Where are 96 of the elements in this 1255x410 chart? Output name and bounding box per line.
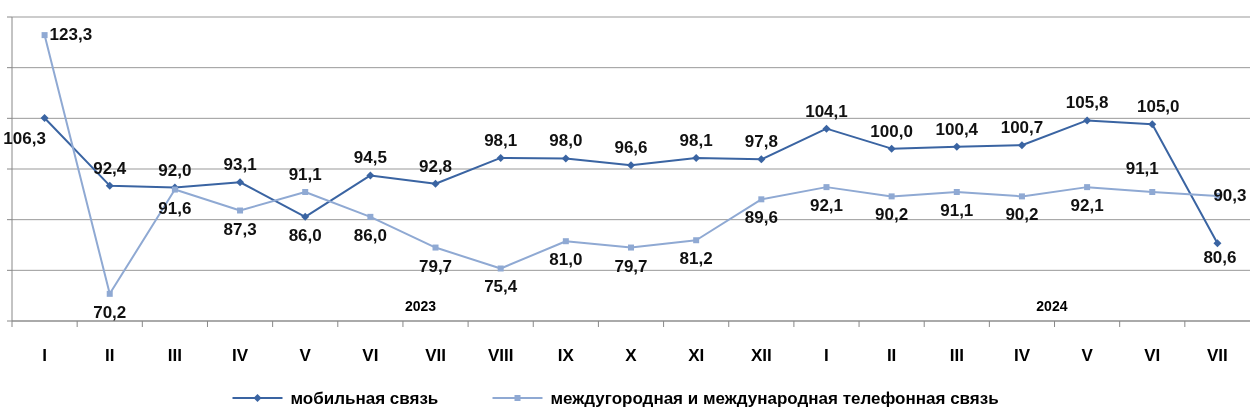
data-label: 98,1 — [679, 130, 713, 150]
data-label: 81,2 — [679, 249, 713, 269]
data-label: 90,2 — [875, 205, 909, 225]
point — [1018, 193, 1025, 200]
point — [366, 171, 375, 180]
data-label: 91,6 — [158, 198, 192, 218]
data-label: 81,0 — [549, 250, 583, 270]
data-label: 86,0 — [288, 225, 322, 245]
x-tick-label: VI — [1144, 346, 1161, 365]
data-label: 98,0 — [549, 131, 583, 151]
point — [497, 265, 504, 272]
data-label: 91,1 — [288, 165, 322, 184]
point — [40, 113, 49, 122]
point — [953, 189, 960, 195]
data-label: 97,8 — [744, 132, 778, 152]
point — [758, 196, 765, 203]
legend-label: междугородная и международная телефонная связь — [550, 389, 999, 408]
x-tick-label: III — [949, 346, 964, 365]
point — [561, 154, 570, 163]
data-label: 87,3 — [223, 219, 257, 239]
x-tick-label: XII — [750, 346, 772, 365]
point — [236, 178, 245, 187]
point — [627, 161, 635, 170]
data-label: 123,3 — [49, 25, 93, 45]
point — [367, 213, 374, 220]
data-label: 100,4 — [935, 119, 979, 139]
data-label: 75,4 — [484, 277, 518, 297]
data-label: 92,0 — [158, 160, 192, 180]
point — [952, 142, 961, 151]
point — [432, 244, 439, 251]
data-label: 106,3 — [3, 128, 46, 148]
data-label: 93,1 — [223, 155, 257, 175]
data-label: 98,1 — [484, 130, 518, 150]
point — [496, 153, 505, 162]
data-label: 105,0 — [1136, 97, 1180, 117]
x-tick-label: III — [167, 346, 182, 365]
point — [1083, 116, 1092, 125]
point — [1213, 239, 1222, 248]
point — [823, 184, 830, 191]
legend-label: мобильная связь — [290, 389, 439, 408]
data-label: 94,5 — [353, 148, 387, 168]
text: 2023 — [404, 298, 437, 314]
point — [237, 207, 244, 214]
data-label: 70,2 — [93, 302, 127, 322]
data-label: 79,7 — [418, 256, 453, 276]
x-tick-label: IV — [232, 346, 249, 365]
point — [888, 193, 895, 200]
x-tick-label: X — [625, 346, 638, 365]
point — [628, 244, 634, 251]
data-label: 92,1 — [1070, 196, 1104, 216]
data-label: 96,6 — [614, 138, 648, 158]
x-tick-label: I — [42, 346, 47, 365]
data-label: 105,8 — [1065, 93, 1109, 113]
point — [301, 212, 310, 221]
point — [692, 153, 701, 162]
point — [1149, 189, 1156, 195]
point — [302, 189, 309, 195]
x-tick-label: IX — [557, 346, 575, 365]
data-label: 89,6 — [744, 208, 778, 228]
point — [1148, 120, 1157, 129]
point — [1084, 184, 1091, 191]
data-label: 90,2 — [1005, 205, 1039, 225]
point — [822, 124, 831, 133]
point — [41, 32, 48, 39]
point — [693, 237, 700, 244]
point — [562, 238, 569, 245]
data-label: 90,3 — [1213, 185, 1247, 205]
point — [105, 181, 114, 190]
x-tick-label: VII — [425, 346, 446, 365]
point — [106, 290, 113, 297]
x-tick-label: VI — [362, 346, 379, 365]
x-tick-label: IV — [1013, 346, 1031, 365]
data-label: 91,1 — [940, 201, 974, 220]
point — [1017, 141, 1026, 150]
x-tick-label: II — [886, 346, 897, 365]
point — [757, 155, 766, 164]
data-label: 91,1 — [1125, 159, 1159, 178]
x-tick-label: V — [1081, 346, 1094, 365]
point — [887, 144, 896, 153]
data-label: 79,7 — [614, 256, 648, 276]
x-tick-label: VIII — [487, 346, 514, 365]
x-tick-label: VII — [1207, 346, 1228, 365]
x-tick-label: V — [299, 346, 312, 365]
data-label: 92,1 — [809, 196, 844, 216]
text: 2024 — [1036, 298, 1068, 314]
data-label: 80,6 — [1203, 248, 1237, 268]
data-label: 100,0 — [870, 121, 913, 141]
data-label: 92,8 — [418, 156, 453, 176]
x-tick-label: II — [105, 346, 115, 365]
data-label: 92,4 — [93, 158, 127, 178]
point — [431, 179, 440, 188]
data-label: 100,7 — [1000, 118, 1044, 138]
data-label: 104,1 — [805, 101, 848, 121]
data-label: 86,0 — [353, 225, 387, 245]
x-tick-label: I — [824, 346, 829, 365]
x-tick-label: XI — [688, 346, 705, 365]
